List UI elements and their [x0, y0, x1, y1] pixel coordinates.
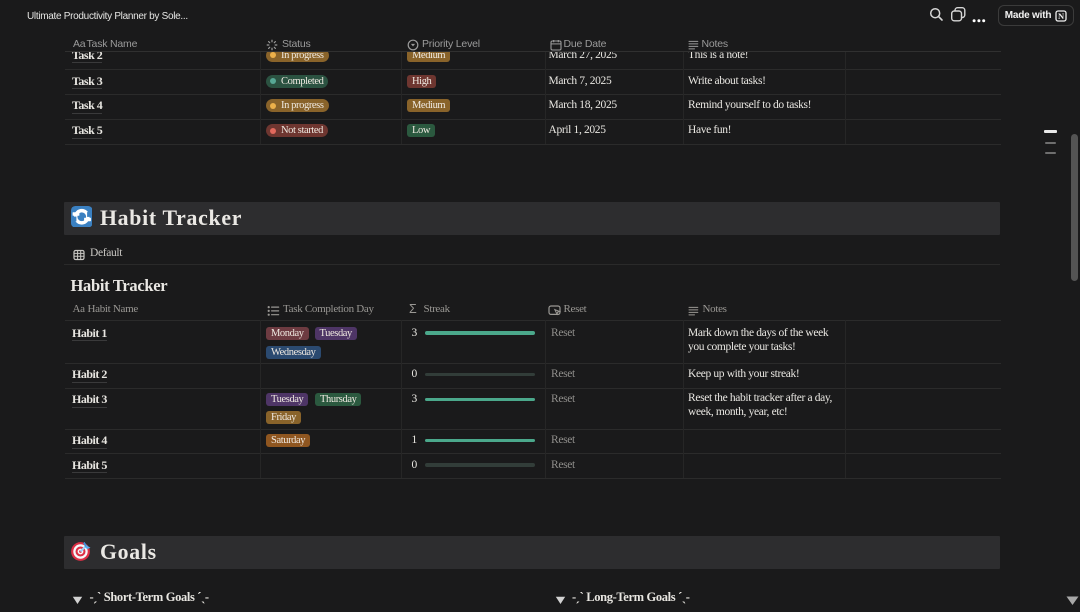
svg-text:N: N — [1058, 11, 1065, 21]
